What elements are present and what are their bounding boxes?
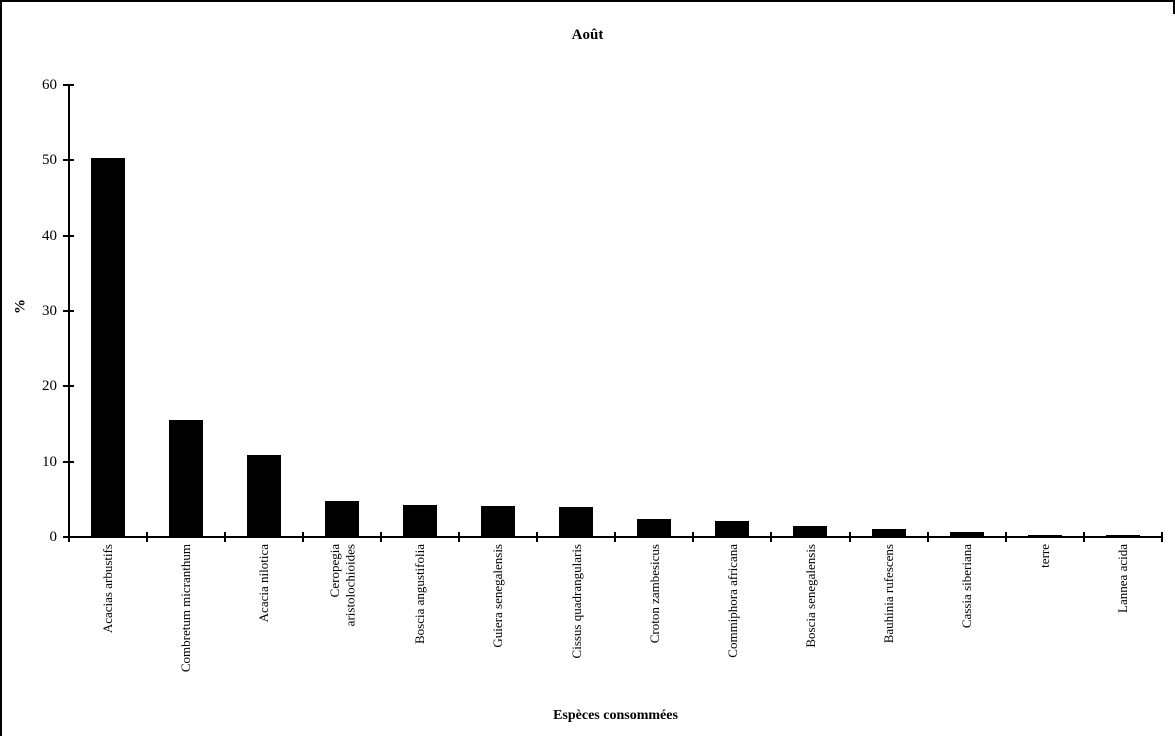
chart-border-left	[0, 0, 2, 736]
category-label-cell: Cissus quadrangularis	[537, 544, 615, 734]
chart-title: Août	[571, 27, 604, 43]
x-tick	[1004, 532, 1007, 542]
category-label-cell: Combretum micranthum	[147, 544, 225, 734]
category-label-cell: Croton zambesicus	[615, 544, 693, 734]
bar	[403, 504, 438, 537]
category-label: Boscia angustifolia	[412, 544, 428, 645]
category-label-cell: Boscia senegalensis	[771, 544, 849, 734]
x-tick	[68, 532, 70, 542]
x-tick	[692, 532, 695, 542]
x-tick	[302, 532, 305, 542]
x-tick	[458, 532, 461, 542]
y-tick-label: 40	[42, 227, 57, 244]
category-label-cell: Acacias arbustifs	[69, 544, 147, 734]
y-tick	[63, 159, 74, 162]
bar	[715, 521, 750, 537]
bar	[871, 529, 906, 537]
category-label: terre	[1036, 544, 1052, 568]
y-tick	[63, 310, 74, 312]
bar	[481, 506, 516, 537]
category-label: Croton zambesicus	[646, 544, 662, 644]
category-label-cell: Bauhinia rufescens	[850, 544, 928, 734]
y-tick	[63, 385, 74, 388]
chart-border-right	[1173, 0, 1175, 14]
bar	[91, 158, 126, 537]
bar	[949, 531, 984, 537]
category-label-cell: terre	[1006, 544, 1084, 734]
y-tick-label: 20	[42, 378, 57, 395]
category-label-cell: Commiphora africana	[693, 544, 771, 734]
category-label: Acacia nilotica	[256, 544, 272, 623]
category-label: Cassia siberiana	[958, 544, 974, 629]
y-tick-label: 60	[42, 77, 57, 93]
y-tick-label: 30	[42, 303, 57, 319]
chart-border-top	[0, 0, 1175, 2]
category-label-cell: Lannea acida	[1084, 544, 1162, 734]
x-tick	[1082, 532, 1085, 542]
bar	[169, 420, 204, 537]
category-label-cell: Boscia angustifolia	[381, 544, 459, 734]
category-label: Combretum micranthum	[178, 544, 194, 673]
category-label: Cissus quadrangularis	[568, 544, 584, 659]
bar	[559, 506, 594, 537]
category-label: Boscia senegalensis	[802, 544, 818, 648]
bar	[325, 500, 360, 537]
y-tick-label: 0	[49, 529, 58, 545]
category-label-cell: Acacia nilotica	[225, 544, 303, 734]
bar	[247, 454, 282, 537]
x-axis-title: Espèces consommées	[553, 708, 678, 723]
x-tick	[848, 532, 851, 542]
category-label: Guiera senegalensis	[490, 544, 506, 648]
category-label: Lannea acida	[1114, 544, 1130, 613]
y-tick	[63, 234, 74, 237]
bar	[1105, 534, 1140, 537]
x-tick	[614, 532, 617, 542]
bar	[1027, 535, 1062, 537]
x-tick	[224, 532, 227, 542]
x-tick	[926, 532, 929, 542]
category-label: Commiphora africana	[724, 544, 740, 658]
category-label: Bauhinia rufescens	[880, 544, 896, 644]
x-tick	[380, 532, 383, 542]
category-label-cell: Cassia siberiana	[928, 544, 1006, 734]
category-label-cell: Guiera senegalensis	[459, 544, 537, 734]
category-label-cell: Ceropegia aristolochioides	[303, 544, 381, 734]
category-label: Acacias arbustifs	[100, 544, 116, 634]
x-tick	[1160, 532, 1163, 542]
y-tick	[63, 460, 74, 463]
bar	[793, 525, 828, 537]
y-tick	[63, 84, 74, 86]
y-tick-label: 10	[42, 453, 57, 470]
x-tick	[770, 532, 773, 542]
x-tick	[146, 532, 149, 542]
category-label: Ceropegia aristolochioides	[326, 544, 358, 627]
y-tick-label: 50	[42, 152, 57, 169]
bar	[637, 518, 672, 537]
x-tick	[536, 532, 539, 542]
